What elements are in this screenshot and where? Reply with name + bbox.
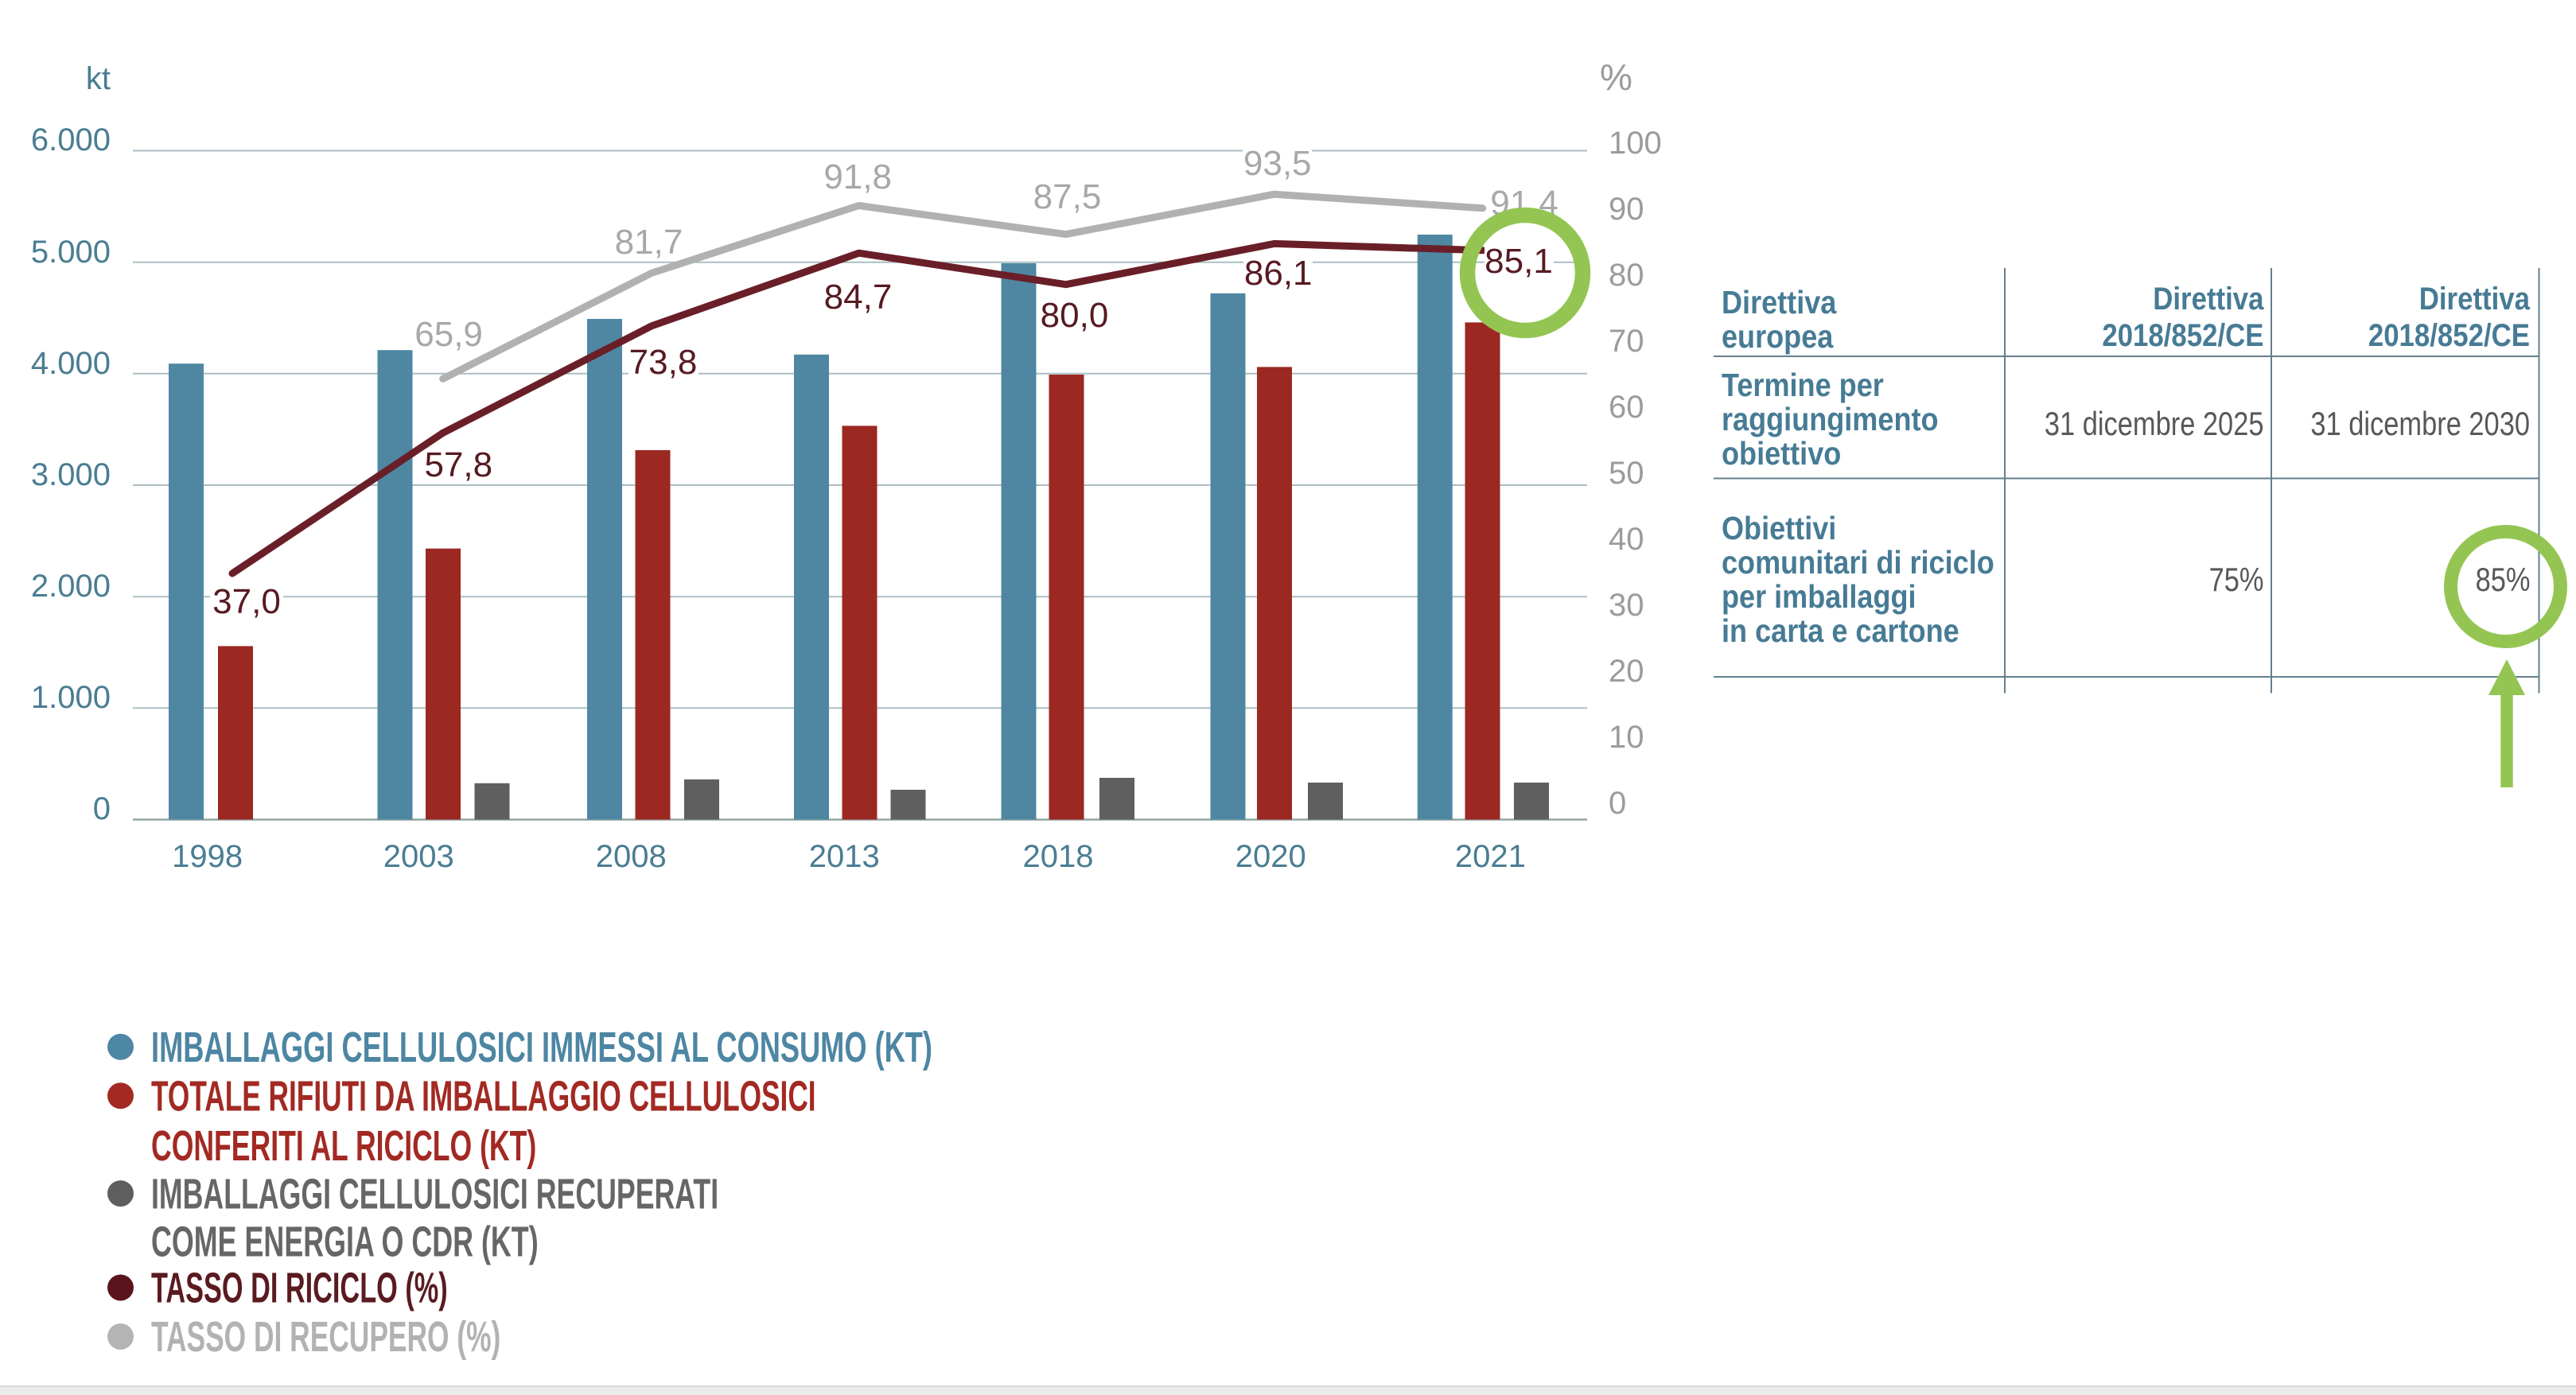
svg-text:85%: 85%: [2476, 561, 2531, 599]
svg-text:5.000: 5.000: [31, 235, 111, 270]
svg-text:in carta e cartone: in carta e cartone: [1722, 613, 1959, 650]
svg-text:75%: 75%: [2209, 561, 2264, 599]
svg-text:2003: 2003: [383, 839, 454, 874]
svg-text:10: 10: [1609, 720, 1644, 755]
svg-text:2018/852/CE: 2018/852/CE: [2368, 317, 2530, 353]
svg-text:TASSO DI RICICLO (%): TASSO DI RICICLO (%): [151, 1264, 448, 1312]
svg-text:TOTALE RIFIUTI DA IMBALLAGGIO: TOTALE RIFIUTI DA IMBALLAGGIO CELLULOSIC…: [151, 1072, 816, 1120]
svg-text:IMBALLAGGI CELLULOSICI IMMESSI: IMBALLAGGI CELLULOSICI IMMESSI AL CONSUM…: [151, 1023, 932, 1071]
svg-text:100: 100: [1609, 126, 1662, 161]
svg-text:4.000: 4.000: [31, 346, 111, 381]
svg-text:2021: 2021: [1455, 839, 1526, 874]
svg-text:Direttiva: Direttiva: [2153, 281, 2264, 317]
svg-text:Termine per: Termine per: [1722, 367, 1884, 404]
svg-text:2018: 2018: [1023, 839, 1094, 874]
svg-text:80,0: 80,0: [1041, 296, 1109, 335]
svg-text:raggiungimento: raggiungimento: [1722, 402, 1939, 438]
svg-text:85,1: 85,1: [1485, 242, 1553, 281]
svg-text:IMBALLAGGI CELLULOSICI RECUPER: IMBALLAGGI CELLULOSICI RECUPERATI: [151, 1170, 718, 1218]
svg-text:0: 0: [1609, 786, 1626, 821]
svg-text:73,8: 73,8: [629, 343, 698, 382]
svg-text:60: 60: [1609, 390, 1644, 425]
svg-text:57,8: 57,8: [424, 445, 492, 484]
svg-text:%: %: [1600, 56, 1632, 98]
svg-text:80: 80: [1609, 258, 1644, 293]
svg-text:50: 50: [1609, 456, 1644, 491]
svg-text:2013: 2013: [809, 839, 880, 874]
svg-text:europea: europea: [1722, 319, 1834, 356]
svg-text:90: 90: [1609, 192, 1644, 227]
svg-text:37,0: 37,0: [212, 582, 281, 621]
svg-text:2018/852/CE: 2018/852/CE: [2102, 317, 2263, 353]
svg-text:Direttiva: Direttiva: [2419, 281, 2531, 317]
svg-text:31 dicembre 2030: 31 dicembre 2030: [2310, 406, 2530, 443]
svg-text:Obiettivi: Obiettivi: [1722, 511, 1836, 547]
svg-text:kt: kt: [86, 61, 111, 96]
svg-text:3.000: 3.000: [31, 457, 111, 492]
svg-text:1.000: 1.000: [31, 680, 111, 715]
svg-text:Direttiva: Direttiva: [1722, 285, 1837, 321]
svg-text:30: 30: [1609, 588, 1644, 623]
svg-text:2008: 2008: [596, 839, 667, 874]
svg-text:2.000: 2.000: [31, 569, 111, 604]
svg-text:81,7: 81,7: [615, 223, 683, 262]
svg-text:6.000: 6.000: [31, 122, 111, 157]
svg-text:CONFERITI AL RICICLO (KT): CONFERITI AL RICICLO (KT): [151, 1122, 536, 1170]
svg-text:20: 20: [1609, 654, 1644, 689]
svg-text:31 dicembre 2025: 31 dicembre 2025: [2045, 406, 2264, 443]
svg-text:COME ENERGIA O CDR (KT): COME ENERGIA O CDR (KT): [151, 1218, 539, 1265]
svg-text:40: 40: [1609, 522, 1644, 557]
svg-text:1998: 1998: [172, 839, 243, 874]
svg-text:obiettivo: obiettivo: [1722, 436, 1841, 472]
svg-text:0: 0: [93, 791, 111, 826]
svg-text:comunitari di riciclo: comunitari di riciclo: [1722, 545, 1994, 581]
svg-text:93,5: 93,5: [1243, 144, 1312, 183]
svg-text:86,1: 86,1: [1244, 254, 1313, 293]
svg-text:91,8: 91,8: [823, 157, 892, 196]
svg-text:65,9: 65,9: [414, 315, 483, 354]
svg-text:TASSO DI RECUPERO (%): TASSO DI RECUPERO (%): [151, 1312, 500, 1360]
svg-text:87,5: 87,5: [1033, 177, 1102, 216]
svg-text:84,7: 84,7: [824, 278, 893, 317]
svg-text:70: 70: [1609, 324, 1644, 359]
svg-text:2020: 2020: [1235, 839, 1306, 874]
svg-text:per imballaggi: per imballaggi: [1722, 579, 1916, 616]
